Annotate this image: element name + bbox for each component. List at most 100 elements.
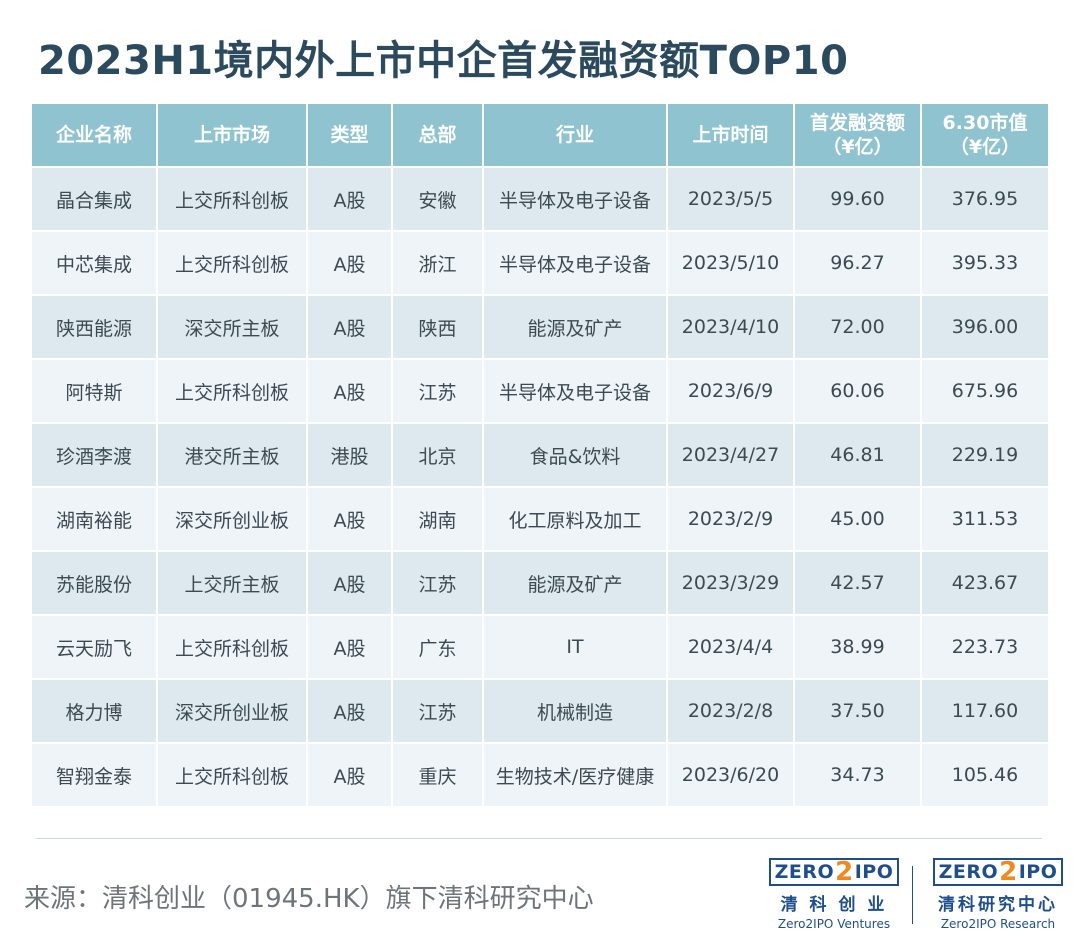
- cell-company: 晶合集成: [32, 168, 156, 230]
- table-row: 湖南裕能 深交所创业板 A股 湖南 化工原料及加工 2023/2/9 45.00 311.53: [32, 488, 1048, 550]
- zero2ipo-ventures-logo: ZERO 2 IPO 清 科 创 业 Zero2IPO Ventures: [764, 858, 904, 932]
- table-row: 智翔金泰 上交所科创板 A股 重庆 生物技术/医疗健康 2023/6/20 34.73 105…: [32, 744, 1048, 806]
- cell-market: 上交所科创板: [158, 744, 306, 806]
- cell-listing-date: 2023/2/9: [668, 488, 793, 550]
- cell-hq: 湖南: [393, 488, 482, 550]
- cell-market-cap: 105.46: [922, 744, 1048, 806]
- cell-hq: 江苏: [393, 680, 482, 742]
- table-row: 中芯集成 上交所科创板 A股 浙江 半导体及电子设备 2023/5/10 96.27 395.…: [32, 232, 1048, 294]
- table-row: 格力博 深交所创业板 A股 江苏 机械制造 2023/2/8 37.50 117.60: [32, 680, 1048, 742]
- cell-type: A股: [308, 552, 391, 614]
- cell-market: 港交所主板: [158, 424, 306, 486]
- cell-market: 上交所科创板: [158, 360, 306, 422]
- logo-name-cn: 清科研究中心: [938, 895, 1058, 915]
- column-header-ipo-amount: 首发融资额 （¥亿）: [795, 104, 920, 166]
- cell-market-cap: 396.00: [922, 296, 1048, 358]
- cell-hq: 北京: [393, 424, 482, 486]
- table-body: 晶合集成 上交所科创板 A股 安徽 半导体及电子设备 2023/5/5 99.60 376.9…: [32, 168, 1048, 806]
- cell-type: A股: [308, 360, 391, 422]
- cell-company: 云天励飞: [32, 616, 156, 678]
- cell-hq: 重庆: [393, 744, 482, 806]
- cell-listing-date: 2023/2/8: [668, 680, 793, 742]
- cell-listing-date: 2023/4/27: [668, 424, 793, 486]
- cell-ipo-amount: 46.81: [795, 424, 920, 486]
- cell-industry: 半导体及电子设备: [484, 168, 666, 230]
- cell-company: 中芯集成: [32, 232, 156, 294]
- column-header-company: 企业名称: [32, 104, 156, 166]
- cell-ipo-amount: 45.00: [795, 488, 920, 550]
- table-header-row: 企业名称 上市市场 类型 总部 行业 上市时间 首发融资额 （¥亿） 6.30市值…: [32, 104, 1048, 166]
- cell-listing-date: 2023/6/9: [668, 360, 793, 422]
- footer-divider: [36, 838, 1042, 839]
- cell-market-cap: 395.33: [922, 232, 1048, 294]
- cell-type: A股: [308, 168, 391, 230]
- cell-market: 深交所创业板: [158, 680, 306, 742]
- cell-hq: 江苏: [393, 360, 482, 422]
- cell-listing-date: 2023/5/5: [668, 168, 793, 230]
- column-header-industry: 行业: [484, 104, 666, 166]
- cell-type: A股: [308, 488, 391, 550]
- logo-mark-left: ZERO: [774, 861, 835, 883]
- column-header-hq: 总部: [393, 104, 482, 166]
- zero2ipo-research-logo: ZERO 2 IPO 清科研究中心 Zero2IPO Research: [928, 858, 1068, 932]
- logo-mark-left: ZERO: [938, 861, 999, 883]
- ipo-table-container: 企业名称 上市市场 类型 总部 行业 上市时间 首发融资额 （¥亿） 6.30市值…: [30, 102, 1048, 808]
- cell-listing-date: 2023/6/20: [668, 744, 793, 806]
- cell-ipo-amount: 34.73: [795, 744, 920, 806]
- cell-company: 珍酒李渡: [32, 424, 156, 486]
- cell-industry: 半导体及电子设备: [484, 360, 666, 422]
- column-header-listing-date: 上市时间: [668, 104, 793, 166]
- cell-hq: 陕西: [393, 296, 482, 358]
- cell-market: 上交所科创板: [158, 232, 306, 294]
- cell-company: 陕西能源: [32, 296, 156, 358]
- table-row: 陕西能源 深交所主板 A股 陕西 能源及矿产 2023/4/10 72.00 396.00: [32, 296, 1048, 358]
- table-row: 苏能股份 上交所主板 A股 江苏 能源及矿产 2023/3/29 42.57 423.67: [32, 552, 1048, 614]
- column-header-market: 上市市场: [158, 104, 306, 166]
- cell-listing-date: 2023/3/29: [668, 552, 793, 614]
- cell-ipo-amount: 96.27: [795, 232, 920, 294]
- cell-type: 港股: [308, 424, 391, 486]
- cell-market-cap: 675.96: [922, 360, 1048, 422]
- chart-title: 2023H1境内外上市中企首发融资额TOP10: [38, 38, 849, 84]
- cell-market: 上交所主板: [158, 552, 306, 614]
- cell-industry: IT: [484, 616, 666, 678]
- cell-industry: 化工原料及加工: [484, 488, 666, 550]
- cell-market-cap: 311.53: [922, 488, 1048, 550]
- cell-company: 智翔金泰: [32, 744, 156, 806]
- cell-market-cap: 376.95: [922, 168, 1048, 230]
- column-header-market-cap: 6.30市值 （¥亿）: [922, 104, 1048, 166]
- cell-industry: 能源及矿产: [484, 296, 666, 358]
- cell-hq: 安徽: [393, 168, 482, 230]
- cell-listing-date: 2023/5/10: [668, 232, 793, 294]
- logo-name-en: Zero2IPO Research: [940, 917, 1056, 931]
- table-row: 云天励飞 上交所科创板 A股 广东 IT 2023/4/4 38.99 223.73: [32, 616, 1048, 678]
- cell-company: 苏能股份: [32, 552, 156, 614]
- source-note: 来源：清科创业（01945.HK）旗下清科研究中心: [24, 884, 594, 914]
- zero2ipo-logo-mark: ZERO 2 IPO: [932, 858, 1064, 886]
- table-row: 珍酒李渡 港交所主板 港股 北京 食品&饮料 2023/4/27 46.81 229.19: [32, 424, 1048, 486]
- cell-industry: 半导体及电子设备: [484, 232, 666, 294]
- cell-company: 格力博: [32, 680, 156, 742]
- column-header-type: 类型: [308, 104, 391, 166]
- cell-market: 上交所科创板: [158, 168, 306, 230]
- cell-market-cap: 223.73: [922, 616, 1048, 678]
- logo-name-en: Zero2IPO Ventures: [777, 917, 891, 931]
- cell-market-cap: 229.19: [922, 424, 1048, 486]
- cell-market: 深交所创业板: [158, 488, 306, 550]
- cell-hq: 浙江: [393, 232, 482, 294]
- cell-ipo-amount: 37.50: [795, 680, 920, 742]
- cell-type: A股: [308, 232, 391, 294]
- cell-industry: 生物技术/医疗健康: [484, 744, 666, 806]
- cell-listing-date: 2023/4/4: [668, 616, 793, 678]
- cell-industry: 食品&饮料: [484, 424, 666, 486]
- cell-type: A股: [308, 680, 391, 742]
- cell-market-cap: 117.60: [922, 680, 1048, 742]
- cell-company: 湖南裕能: [32, 488, 156, 550]
- cell-ipo-amount: 72.00: [795, 296, 920, 358]
- cell-market-cap: 423.67: [922, 552, 1048, 614]
- cell-type: A股: [308, 616, 391, 678]
- cell-hq: 广东: [393, 616, 482, 678]
- logo-mark-right: IPO: [854, 861, 894, 883]
- cell-ipo-amount: 60.06: [795, 360, 920, 422]
- cell-market: 上交所科创板: [158, 616, 306, 678]
